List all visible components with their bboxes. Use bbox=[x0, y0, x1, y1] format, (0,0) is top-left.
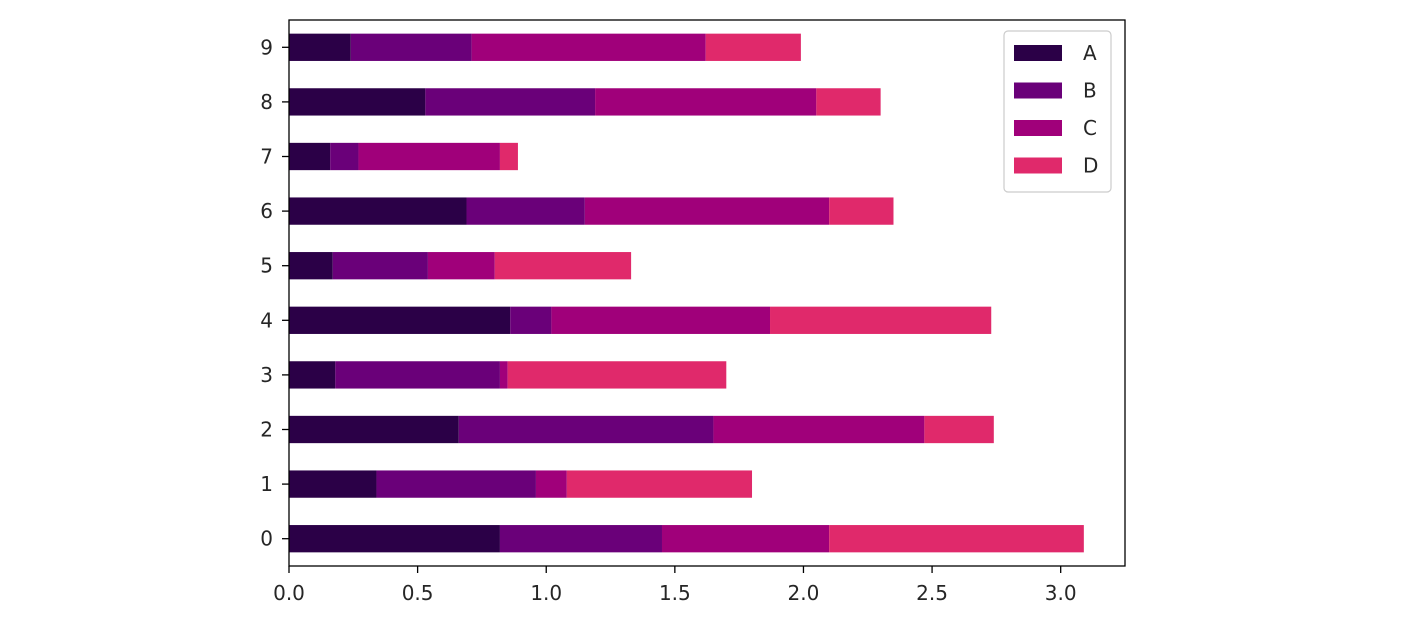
bar-a-9 bbox=[289, 33, 351, 61]
y-tick-label: 6 bbox=[260, 199, 273, 223]
bar-a-6 bbox=[289, 197, 467, 225]
bar-c-4 bbox=[551, 306, 771, 334]
legend-box bbox=[1003, 30, 1112, 193]
bar-d-2 bbox=[924, 415, 994, 444]
x-tick-label: 2.0 bbox=[788, 581, 820, 605]
bar-b-2 bbox=[458, 415, 714, 444]
y-tick-label: 1 bbox=[260, 472, 273, 496]
legend-swatch-b bbox=[1014, 82, 1062, 99]
bar-b-9 bbox=[350, 33, 472, 61]
y-axis: 0 1 2 3 4 5 6 7 8 9 bbox=[260, 35, 289, 551]
y-tick-label: 4 bbox=[260, 308, 273, 332]
bar-a-0 bbox=[289, 525, 500, 553]
x-tick-label: 1.0 bbox=[530, 581, 562, 605]
bar-d-6 bbox=[829, 197, 894, 225]
bar-d-8 bbox=[816, 88, 881, 116]
legend-swatch-a bbox=[1014, 45, 1062, 61]
bar-c-2 bbox=[713, 415, 925, 444]
legend-label-b: B bbox=[1083, 79, 1097, 103]
bar-c-8 bbox=[595, 88, 817, 116]
y-tick-label: 9 bbox=[260, 35, 273, 59]
bar-c-7 bbox=[358, 142, 500, 171]
bar-d-0 bbox=[829, 525, 1084, 553]
bar-d-9 bbox=[705, 33, 801, 61]
legend-swatch-c bbox=[1014, 120, 1062, 136]
bar-b-8 bbox=[425, 88, 596, 116]
bar-a-1 bbox=[289, 470, 377, 498]
bar-a-4 bbox=[289, 306, 511, 334]
x-tick-label: 2.5 bbox=[916, 581, 948, 605]
y-tick-label: 8 bbox=[260, 90, 273, 114]
bar-a-5 bbox=[289, 252, 333, 280]
y-tick-label: 5 bbox=[260, 254, 273, 278]
bars-group bbox=[289, 33, 1084, 553]
bar-c-5 bbox=[427, 252, 495, 280]
x-tick-label: 0.0 bbox=[273, 581, 305, 605]
bar-b-1 bbox=[376, 470, 536, 498]
bar-d-7 bbox=[499, 142, 518, 171]
bar-a-8 bbox=[289, 88, 426, 116]
bar-d-5 bbox=[494, 252, 632, 280]
bar-b-3 bbox=[335, 361, 500, 389]
y-tick-label: 7 bbox=[260, 145, 273, 169]
bar-a-2 bbox=[289, 415, 459, 444]
bar-d-1 bbox=[566, 470, 753, 498]
legend-label-c: C bbox=[1083, 116, 1097, 140]
legend-swatch-d bbox=[1014, 157, 1062, 174]
x-axis: 0.0 0.5 1.0 1.5 2.0 2.5 3.0 bbox=[273, 566, 1077, 605]
x-tick-label: 3.0 bbox=[1045, 581, 1077, 605]
y-tick-label: 2 bbox=[260, 418, 273, 442]
bar-b-6 bbox=[466, 197, 585, 225]
y-tick-label: 0 bbox=[260, 527, 273, 551]
bar-c-0 bbox=[661, 525, 830, 553]
bar-a-3 bbox=[289, 361, 336, 389]
bar-c-1 bbox=[535, 470, 567, 498]
legend-label-a: A bbox=[1083, 41, 1097, 65]
bar-c-3 bbox=[499, 361, 508, 389]
bar-b-4 bbox=[510, 306, 552, 334]
bar-b-0 bbox=[499, 525, 662, 553]
bar-a-7 bbox=[289, 142, 331, 171]
bar-c-6 bbox=[584, 197, 830, 225]
bar-c-9 bbox=[471, 33, 706, 61]
bar-d-4 bbox=[770, 306, 992, 334]
x-tick-label: 0.5 bbox=[402, 581, 434, 605]
y-tick-label: 3 bbox=[260, 363, 273, 387]
axes-frame bbox=[288, 19, 1126, 567]
bar-b-7 bbox=[330, 142, 359, 171]
bar-b-5 bbox=[332, 252, 428, 280]
x-tick-label: 1.5 bbox=[659, 581, 691, 605]
legend-label-d: D bbox=[1083, 154, 1098, 178]
bar-d-3 bbox=[507, 361, 727, 389]
